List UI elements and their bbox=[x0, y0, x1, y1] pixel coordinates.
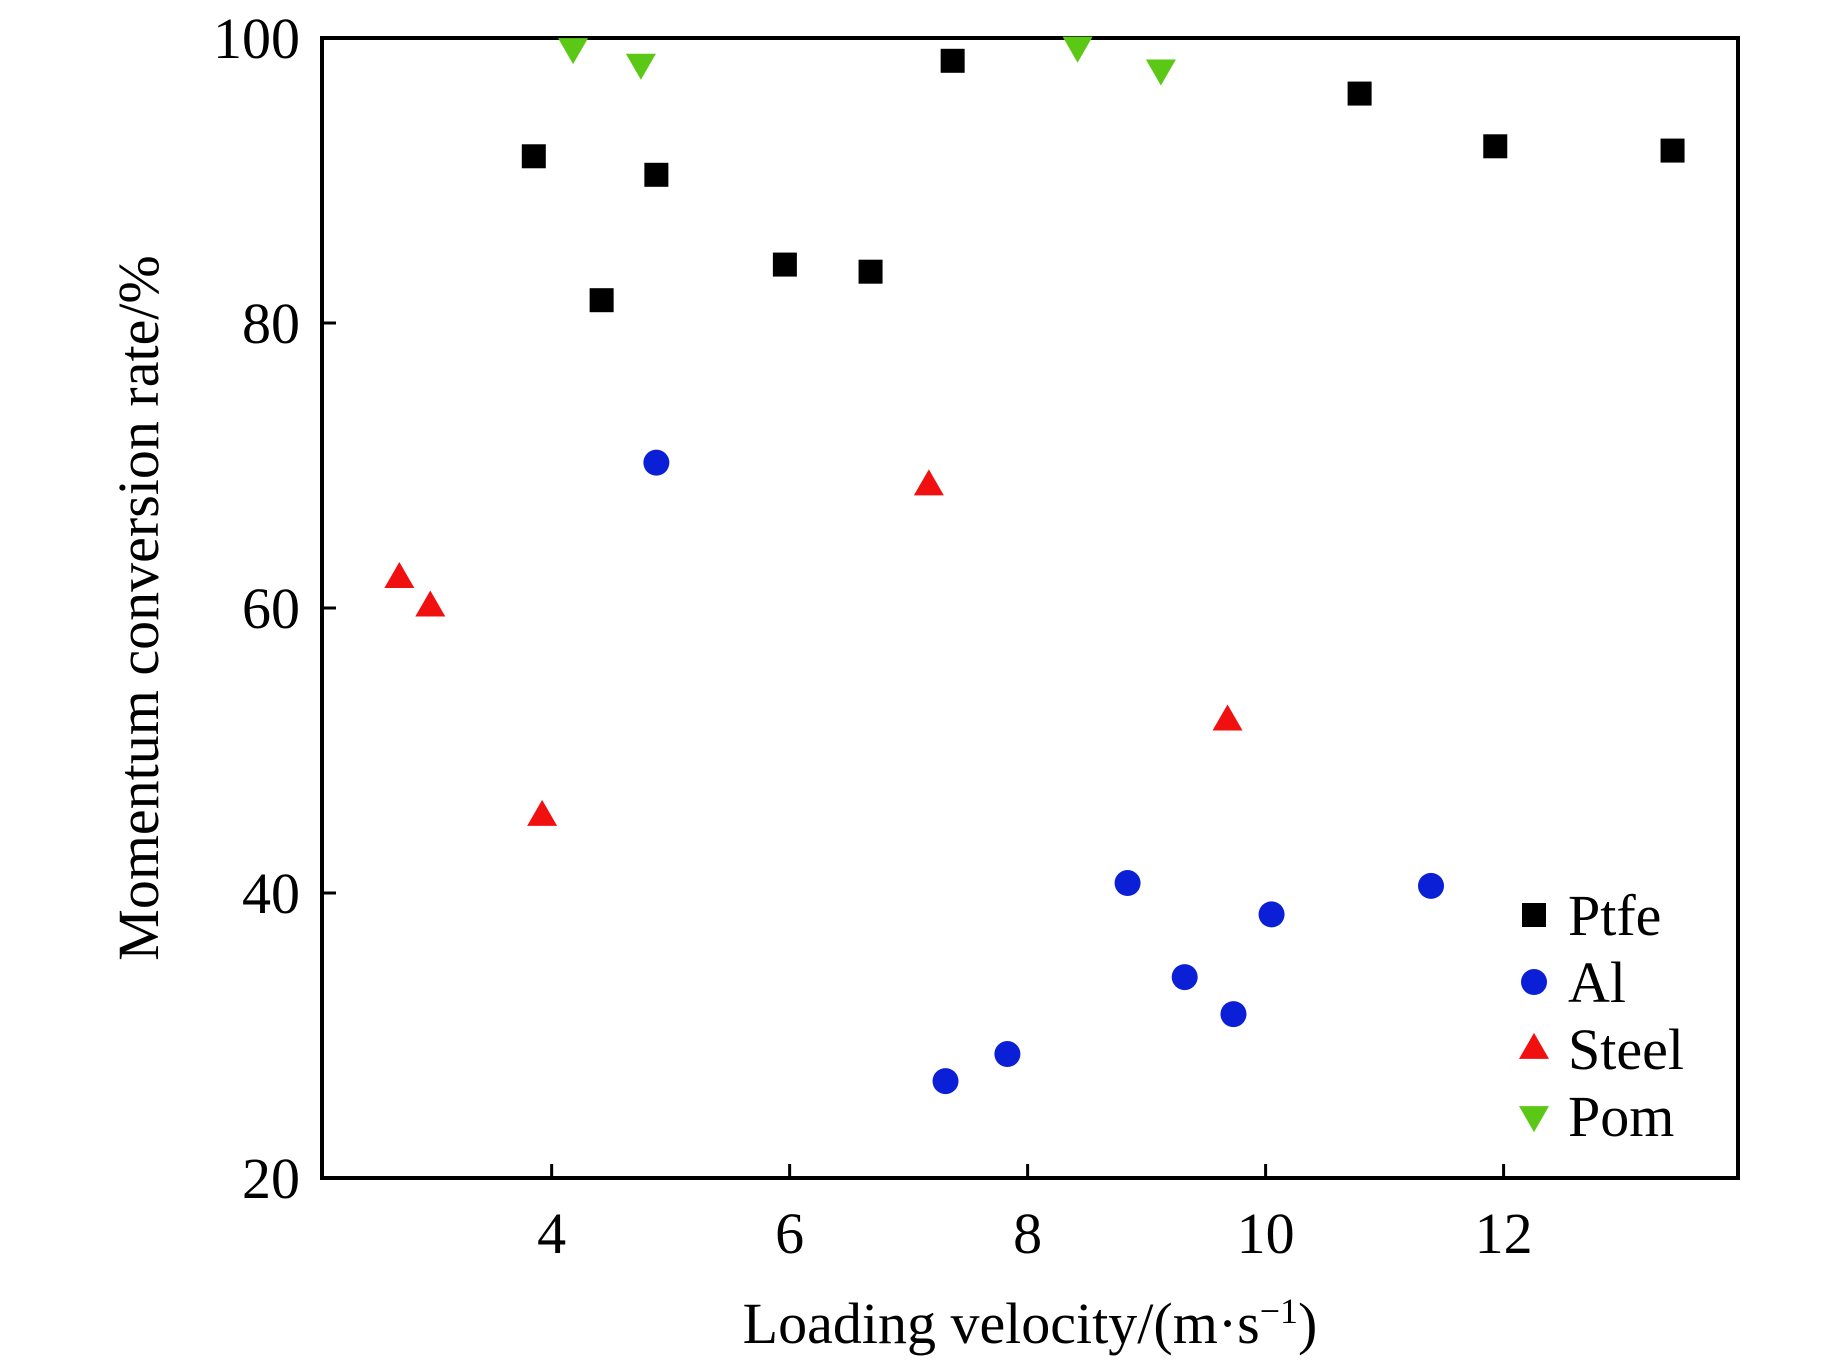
y-tick-label: 20 bbox=[242, 1146, 300, 1211]
data-point-ptfe bbox=[589, 288, 614, 313]
data-point-pom bbox=[558, 38, 589, 65]
data-point-ptfe bbox=[1347, 81, 1372, 106]
y-tick-label: 80 bbox=[242, 291, 300, 356]
legend-marker-steel bbox=[1519, 1032, 1549, 1059]
data-point-pom bbox=[1062, 36, 1093, 63]
data-point-al bbox=[1258, 901, 1285, 928]
y-tick-label: 60 bbox=[242, 576, 300, 641]
legend-label-al: Al bbox=[1568, 950, 1626, 1015]
plot-frame bbox=[320, 36, 1740, 1180]
data-point-ptfe bbox=[521, 144, 546, 169]
x-axis-title: Loading velocity/(m·s−1) bbox=[743, 1291, 1318, 1356]
data-point-al bbox=[1220, 1001, 1247, 1028]
data-point-al bbox=[994, 1041, 1021, 1068]
data-point-al bbox=[1171, 964, 1198, 991]
legend-marker-ptfe bbox=[1522, 903, 1546, 927]
data-point-ptfe bbox=[772, 252, 797, 277]
legend-label-ptfe: Ptfe bbox=[1568, 883, 1661, 948]
data-point-steel bbox=[384, 561, 415, 588]
legend-label-pom: Pom bbox=[1568, 1084, 1674, 1149]
data-point-ptfe bbox=[1660, 138, 1685, 163]
data-point-steel bbox=[1212, 704, 1243, 731]
legend-marker-pom bbox=[1519, 1106, 1549, 1133]
data-point-al bbox=[932, 1068, 959, 1095]
data-point-al bbox=[643, 449, 670, 476]
y-tick-label: 40 bbox=[242, 861, 300, 926]
legend-marker-al bbox=[1521, 969, 1547, 995]
data-point-pom bbox=[625, 53, 656, 80]
data-point-al bbox=[1418, 872, 1445, 899]
x-tick-label: 8 bbox=[1013, 1201, 1042, 1266]
x-tick-label: 12 bbox=[1475, 1201, 1533, 1266]
data-point-steel bbox=[527, 799, 558, 826]
legend-label-steel: Steel bbox=[1568, 1017, 1684, 1082]
x-tick-label: 10 bbox=[1237, 1201, 1295, 1266]
x-tick-label: 6 bbox=[775, 1201, 804, 1266]
data-point-ptfe bbox=[940, 48, 965, 73]
data-point-ptfe bbox=[858, 259, 883, 284]
data-point-steel bbox=[415, 590, 446, 617]
data-point-al bbox=[1114, 870, 1141, 897]
x-tick-label: 4 bbox=[537, 1201, 566, 1266]
data-point-ptfe bbox=[1483, 134, 1508, 159]
y-axis-ticks: 20 40 60 80 100 bbox=[213, 6, 336, 1211]
data-point-steel bbox=[913, 469, 944, 496]
y-axis-title: Momentum conversion rate/% bbox=[106, 255, 171, 961]
data-point-ptfe bbox=[644, 162, 669, 187]
y-tick-label: 100 bbox=[213, 6, 300, 71]
x-axis-ticks: 4 6 8 10 12 bbox=[537, 1164, 1533, 1266]
data-point-pom bbox=[1145, 59, 1176, 86]
data-points bbox=[384, 36, 1685, 1095]
